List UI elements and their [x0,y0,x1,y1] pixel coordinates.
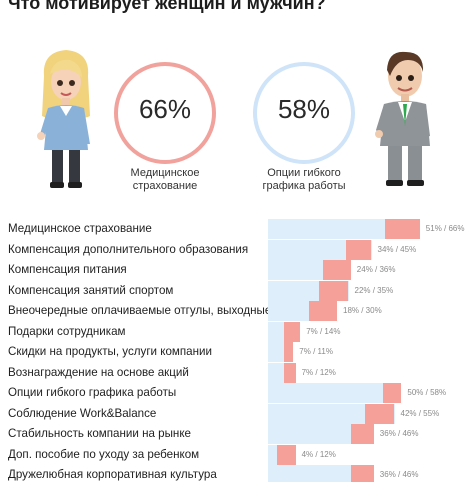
bar-category-label: Соблюдение Work&Balance [8,406,157,420]
bar-value-label: 7% / 14% [306,326,341,336]
bar-men [268,239,372,260]
bar-category-label: Опции гибкого графика работы [8,386,177,399]
bar-women [284,342,294,362]
bar-value-label: 51% / 66% [425,224,465,233]
page-title: Что мотивирует женщин и мужчин? [8,0,326,13]
bar-women [309,301,337,321]
bar-women [323,260,351,280]
men-ring-chart [253,62,355,164]
women-ring-chart [114,62,216,164]
bar-men [268,403,395,424]
man-avatar-icon [375,51,430,186]
bar-category-label: Стабильность компании на рынке [8,427,191,440]
bar-value-label: 22% / 35% [354,285,394,295]
women-ring-value: 66% [138,94,192,124]
bar-value-label: 7% / 11% [299,347,333,356]
bar-women [284,321,301,342]
bar-value-label: 50% / 58% [407,388,447,397]
bar-category-label: Компенсация занятий спортом [8,283,174,297]
women-ring-caption-line: страхование [132,180,198,192]
bar-women [277,444,296,465]
men-ring-value: 58% [277,94,331,124]
bar-category-label: Подарки сотрудникам [8,324,126,338]
bar-value-label: 36% / 46% [379,429,419,438]
bar-category-label: Вознаграждение на основе акций [8,365,189,379]
bar-category-label: Компенсация дополнительного образования [8,242,249,256]
bar-value-label: 18% / 30% [343,306,382,315]
bar-category-label: Доп. пособие по уходу за ребенком [8,447,200,461]
woman-avatar-icon [37,50,90,188]
bar-women [383,383,402,403]
bar-category-label: Внеочередные оплачиваемые отгулы, выходн… [8,304,272,317]
bar-women [318,280,349,301]
bar-value-label: 7% / 12% [301,367,336,377]
men-ring-caption: Опции гибкого графика работы [244,167,364,193]
bar-men [268,465,374,482]
women-ring-caption: Медицинское страхование [105,167,225,193]
bar-category-label: Медицинское страхование [8,222,152,235]
bar-category-label: Дружелюбная корпоративная культура [8,468,217,481]
bar-category-label: Скидки на продукты, услуги компании [8,345,212,358]
bar-value-label: 42% / 55% [400,408,440,418]
bar-women [284,362,296,383]
bar-women [346,239,372,260]
men-ring-caption-line: графика работы [262,180,346,192]
bar-women [350,424,374,444]
bar-value-label: 34% / 45% [377,244,417,254]
bar-men [268,383,402,403]
bar-category-label: Компенсация питания [8,263,127,276]
men-ring-caption-line: Опции гибкого [267,167,341,179]
bar-value-label: 24% / 36% [356,265,396,274]
bar-men [268,424,374,444]
bar-value-label: 36% / 46% [379,470,419,479]
bar-women [385,219,420,239]
bar-women [350,465,374,482]
bar-women [364,403,395,424]
bar-men [268,219,420,239]
women-ring-caption-line: Медицинское [130,167,200,179]
bar-value-label: 4% / 12% [301,449,336,459]
